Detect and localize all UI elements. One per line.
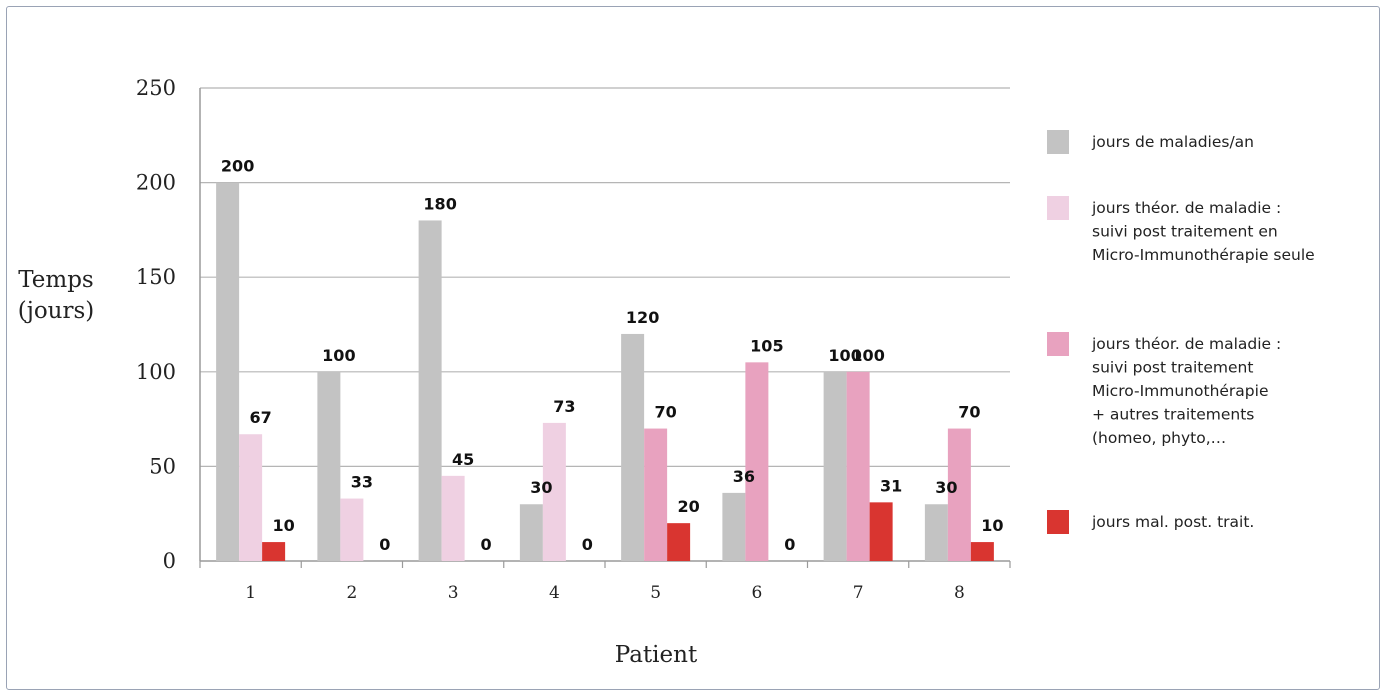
data-label: 120	[626, 308, 659, 327]
x-tick-label: 8	[954, 583, 965, 603]
data-label: 200	[221, 157, 254, 176]
x-tick-label: 2	[346, 583, 357, 603]
y-tick-label: 200	[136, 171, 176, 195]
data-label: 0	[582, 535, 593, 554]
bar-s4-patient-8	[970, 542, 994, 561]
data-label: 0	[784, 535, 795, 554]
legend: jours de maladies/an jours théor. de mala…	[1047, 130, 1315, 534]
bar-s2-patient-2	[340, 498, 364, 561]
legend-swatch-2	[1047, 196, 1069, 220]
data-label: 0	[379, 535, 390, 554]
legend-label: jours de maladies/an	[1091, 133, 1254, 151]
bar-s1-patient-3	[418, 220, 442, 561]
data-label: 0	[481, 535, 492, 554]
data-label: 100	[322, 346, 355, 365]
data-label: 31	[880, 476, 902, 495]
data-label: 45	[452, 450, 474, 469]
x-tick-label: 1	[245, 583, 256, 603]
x-axis-title: Patient	[615, 642, 698, 668]
bar-s2-patient-3	[441, 475, 465, 561]
y-tick-label: 100	[136, 360, 176, 384]
data-label: 100	[828, 346, 861, 365]
bar-s4-patient-5	[667, 523, 691, 561]
bar-s2-patient-4	[542, 422, 566, 561]
legend-swatch-1	[1047, 130, 1069, 154]
bar-s1-patient-8	[924, 504, 948, 561]
data-label: 100	[851, 346, 884, 365]
data-label: 36	[733, 467, 755, 486]
bar-s3-patient-8	[947, 428, 971, 561]
data-label: 33	[351, 473, 373, 492]
y-axis-title-line-2: (jours)	[18, 298, 95, 324]
bar-s2-patient-1	[239, 434, 263, 561]
x-tick-label: 5	[650, 583, 661, 603]
bar-s3-patient-5	[644, 428, 668, 561]
bar-s1-patient-7	[823, 371, 847, 561]
data-labels: 200 67 10 100 33 0 180 45 0 30 73 0 120 70 20 36 105 0 100…	[221, 157, 1004, 554]
data-label: 10	[981, 516, 1003, 535]
x-tick-label: 7	[853, 583, 864, 603]
bars	[216, 182, 994, 561]
y-tick-label: 50	[149, 454, 176, 478]
legend-label: suivi post traitement en	[1092, 223, 1278, 241]
bar-s3-patient-7	[846, 371, 870, 561]
y-axis-title-line-1: Temps	[18, 267, 94, 293]
legend-swatch-3	[1047, 332, 1069, 356]
y-tick-label: 150	[136, 265, 176, 289]
data-label: 67	[249, 408, 271, 427]
data-label: 30	[530, 478, 552, 497]
legend-label: Micro-Immunothérapie seule	[1092, 246, 1315, 264]
data-label: 105	[750, 336, 783, 355]
y-tick-label: 250	[136, 76, 176, 100]
legend-label: (homeo, phyto,…	[1092, 429, 1226, 447]
legend-label: Micro-Immunothérapie	[1092, 382, 1269, 400]
bar-s4-patient-7	[869, 502, 893, 561]
data-label: 70	[958, 403, 980, 422]
bar-s1-patient-6	[722, 492, 746, 561]
bar-s3-patient-6	[745, 362, 769, 561]
legend-label: jours théor. de maladie :	[1091, 199, 1281, 217]
bar-s1-patient-1	[216, 182, 240, 561]
x-tick-label: 6	[751, 583, 762, 603]
bar-s1-patient-2	[317, 371, 341, 561]
legend-label: jours mal. post. trait.	[1091, 513, 1254, 531]
bar-s1-patient-4	[519, 504, 543, 561]
data-label: 180	[423, 194, 456, 213]
data-label: 70	[654, 403, 676, 422]
legend-label: jours théor. de maladie :	[1091, 335, 1281, 353]
data-label: 20	[677, 497, 699, 516]
legend-label: + autres traitements	[1092, 406, 1254, 424]
legend-swatch-4	[1047, 510, 1069, 534]
data-label: 10	[272, 516, 294, 535]
bar-s4-patient-1	[262, 542, 286, 561]
x-tick-label: 4	[549, 583, 560, 603]
y-tick-label: 0	[163, 549, 176, 573]
legend-label: suivi post traitement	[1092, 359, 1253, 377]
data-label: 73	[553, 397, 575, 416]
data-label: 30	[935, 478, 957, 497]
bar-s1-patient-5	[621, 333, 645, 561]
x-tick-label: 3	[448, 583, 459, 603]
